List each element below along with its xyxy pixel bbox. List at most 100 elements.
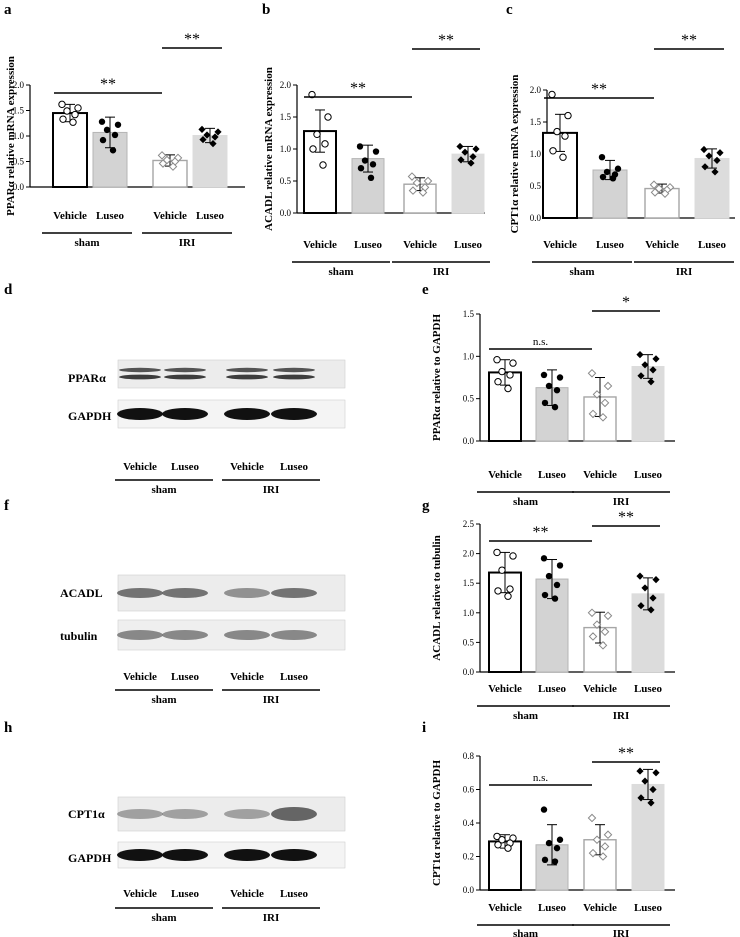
point-e bbox=[540, 371, 548, 379]
y-tick-label-g: 1.0 bbox=[463, 608, 475, 618]
y-tick-label-a: 0.5 bbox=[13, 157, 25, 167]
blot-category-h: Vehicle bbox=[123, 888, 157, 900]
y-tick-label-e: 1.0 bbox=[463, 351, 475, 361]
band-d bbox=[226, 374, 268, 380]
y-tick-label-i: 0.2 bbox=[463, 852, 474, 862]
band-h bbox=[162, 849, 208, 861]
band-f bbox=[271, 630, 317, 640]
bar-b-3 bbox=[451, 153, 485, 214]
y-tick-label-b: 1.5 bbox=[280, 112, 292, 122]
y-tick-label-a: 2.0 bbox=[13, 80, 25, 90]
point-a bbox=[99, 136, 107, 144]
point-b bbox=[461, 148, 469, 156]
point-a bbox=[214, 128, 222, 136]
point-c bbox=[700, 145, 708, 154]
significance-label-g: ** bbox=[618, 509, 634, 526]
point-i bbox=[636, 767, 644, 775]
y-tick-label-b: 0.5 bbox=[280, 176, 292, 186]
panel-letter-g: g bbox=[422, 498, 430, 514]
point-g bbox=[509, 552, 517, 560]
y-tick-label-a: 1.5 bbox=[13, 106, 25, 116]
significance-label-b: ** bbox=[350, 80, 366, 97]
point-c bbox=[701, 163, 709, 171]
band-d bbox=[117, 408, 163, 420]
point-i bbox=[647, 799, 655, 807]
blot-label-f: tubulin bbox=[60, 629, 98, 643]
band-h bbox=[271, 849, 317, 861]
point-g bbox=[541, 591, 549, 599]
y-tick-label-g: 0.0 bbox=[463, 667, 475, 677]
point-b bbox=[456, 142, 464, 151]
bar-i-3 bbox=[631, 783, 665, 891]
point-g bbox=[587, 608, 597, 618]
point-b bbox=[309, 145, 317, 153]
group-label-c: IRI bbox=[676, 266, 693, 278]
point-g bbox=[493, 548, 501, 557]
chart-b-group: 0.0 0.5 1.0 1.5 2.0 ACADL relative mRNA expre… bbox=[263, 32, 490, 278]
significance-label-b: ** bbox=[438, 32, 454, 49]
point-c bbox=[561, 132, 569, 140]
point-i bbox=[540, 806, 548, 813]
significance-label-e: n.s. bbox=[533, 336, 549, 348]
point-a bbox=[158, 159, 168, 168]
category-label-b: Vehicle bbox=[403, 239, 437, 251]
band-h bbox=[117, 849, 163, 861]
point-b bbox=[361, 157, 369, 164]
category-label-g: Vehicle bbox=[488, 683, 522, 695]
chart-c-group: 0.0 0.5 1.0 1.5 2.0 CPT1α relative mRNA expre… bbox=[509, 32, 735, 278]
category-label-a: Vehicle bbox=[53, 210, 87, 222]
group-label-g: IRI bbox=[613, 710, 630, 722]
blot-group-label-f: IRI bbox=[263, 694, 280, 706]
blot-group-label-d: IRI bbox=[263, 484, 280, 496]
point-b bbox=[319, 161, 327, 169]
point-c bbox=[716, 149, 724, 157]
point-a bbox=[111, 131, 119, 139]
y-axis-title-b: ACADL relative mRNA expression bbox=[263, 67, 275, 231]
point-e bbox=[545, 382, 553, 390]
band-d bbox=[119, 367, 161, 373]
point-e bbox=[506, 371, 514, 379]
y-tick-label-i: 0.8 bbox=[463, 751, 475, 761]
significance-label-i: ** bbox=[618, 745, 634, 762]
point-b bbox=[357, 165, 365, 172]
blot-label-d: GAPDH bbox=[68, 409, 112, 423]
category-label-c: Vehicle bbox=[645, 239, 679, 251]
band-f bbox=[224, 588, 270, 598]
y-tick-label-g: 2.0 bbox=[463, 549, 475, 559]
panel-letter-h: h bbox=[4, 720, 13, 736]
y-axis-title-e: PPARα relative to GAPDH bbox=[431, 314, 443, 441]
category-label-e: Vehicle bbox=[583, 469, 617, 481]
point-g bbox=[551, 595, 559, 602]
blot-category-d: Vehicle bbox=[123, 461, 157, 473]
point-e bbox=[541, 399, 549, 407]
band-h bbox=[224, 849, 270, 861]
point-b bbox=[308, 90, 316, 99]
point-g bbox=[556, 562, 564, 569]
blot-label-f: ACADL bbox=[60, 586, 103, 600]
blot-category-h: Luseo bbox=[171, 888, 200, 900]
point-i bbox=[649, 785, 657, 794]
point-i bbox=[588, 848, 598, 858]
point-g bbox=[641, 584, 649, 592]
blot-label-d: PPARα bbox=[68, 371, 106, 385]
point-e bbox=[504, 384, 512, 393]
y-tick-label-g: 0.5 bbox=[463, 637, 475, 647]
y-axis-title-a: PPARα relative mRNA expression bbox=[5, 56, 17, 216]
point-g bbox=[636, 572, 644, 580]
blot-group-label-h: sham bbox=[151, 912, 176, 924]
band-d bbox=[164, 367, 206, 373]
point-c bbox=[548, 90, 556, 99]
point-e bbox=[494, 378, 502, 386]
point-a bbox=[69, 118, 77, 126]
chart-g-group: 0.0 0.5 1.0 1.5 2.0 2.5 ACADL relative to tubu… bbox=[431, 509, 675, 722]
point-g bbox=[506, 585, 514, 593]
point-g bbox=[603, 611, 613, 621]
y-tick-label-e: 0.0 bbox=[463, 436, 475, 446]
point-g bbox=[545, 572, 553, 580]
point-e bbox=[556, 374, 564, 381]
point-b bbox=[321, 140, 329, 148]
y-axis-title-i: CPT1α relative to GAPDH bbox=[431, 760, 443, 886]
point-a bbox=[114, 121, 122, 128]
band-d bbox=[273, 374, 315, 380]
category-label-e: Vehicle bbox=[488, 469, 522, 481]
